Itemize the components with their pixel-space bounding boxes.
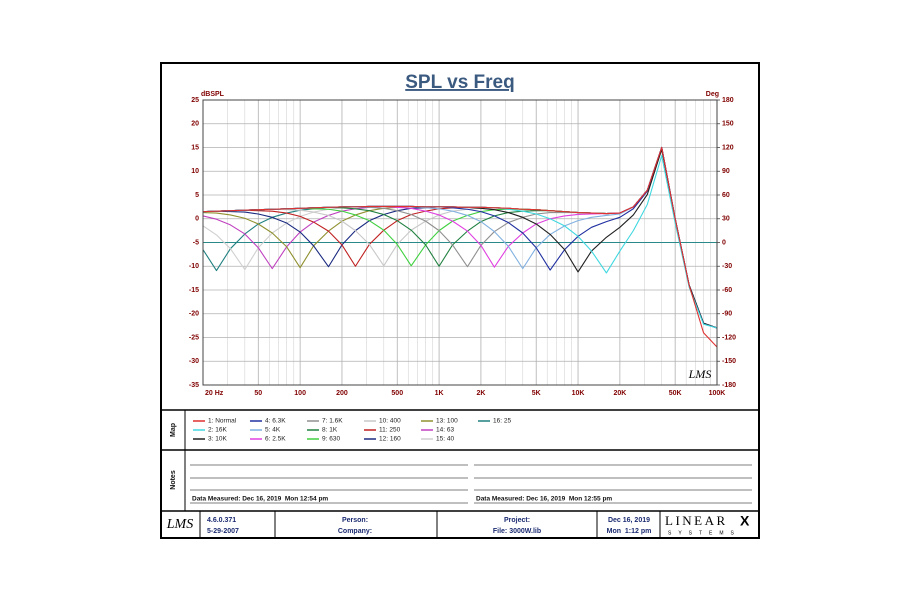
y-tick-label: -35	[189, 382, 199, 389]
footer-brand-sub: SYSTEMS	[668, 530, 741, 536]
y2-axis-label: Deg	[706, 91, 719, 98]
x-tick-label: 2K	[476, 390, 485, 397]
legend-label: 15: 40	[436, 436, 454, 443]
footer-brand: LINEAR	[665, 513, 728, 528]
y-tick-label: -25	[189, 334, 199, 341]
watermark: LMS	[688, 367, 712, 381]
y-axis-label: dBSPL	[201, 91, 225, 98]
footer-file: File: 3000W.lib	[493, 528, 541, 535]
legend-label: 9: 630	[322, 436, 340, 443]
x-tick-label: 20K	[613, 390, 626, 397]
x-tick-label: 20 Hz	[205, 390, 224, 397]
note-text: Data Measured: Dec 16, 2019 Mon 12:54 pm	[192, 496, 328, 503]
footer-logo: LMS	[166, 517, 193, 532]
y2-tick-label: 120	[722, 144, 734, 151]
y-tick-label: 10	[191, 168, 199, 175]
y-tick-label: 5	[195, 192, 199, 199]
legend: 1: Normal 2: 16K 3: 10K 4: 6.3K 5: 4K 6: 2.5K…	[193, 418, 511, 443]
chart-title: SPL vs Freq	[405, 72, 514, 93]
y-tick-label: 20	[191, 121, 199, 128]
y2-tick-label: -150	[722, 358, 736, 365]
footer-company: Company:	[338, 528, 372, 535]
footer-build-date: 5-29-2007	[207, 528, 239, 535]
footer-brand-mark: X	[740, 513, 750, 529]
footer-version: 4.6.0.371	[207, 517, 236, 524]
legend-label: 14: 63	[436, 427, 454, 434]
x-tick-label: 50	[254, 390, 262, 397]
y-tick-label: -30	[189, 358, 199, 365]
y2-tick-label: -120	[722, 334, 736, 341]
y-tick-label: -20	[189, 311, 199, 318]
y2-tick-label: -90	[722, 311, 732, 318]
legend-label: 16: 25	[493, 418, 511, 425]
x-tick-label: 100	[294, 390, 306, 397]
y2-tick-label: 60	[722, 192, 730, 199]
y-tick-label: 25	[191, 97, 199, 104]
plot-border	[202, 99, 718, 386]
y2-tick-label: -30	[722, 263, 732, 270]
x-tick-label: 1K	[435, 390, 444, 397]
legend-label: 12: 160	[379, 436, 401, 443]
y2-tick-label: -60	[722, 287, 732, 294]
y-tick-label: -10	[189, 263, 199, 270]
legend-label: 4: 6.3K	[265, 418, 286, 425]
footer-person: Person:	[342, 517, 368, 524]
x-tick-label: 100K	[709, 390, 726, 397]
legend-label: 6: 2.5K	[265, 436, 286, 443]
x-tick-label: 10K	[572, 390, 585, 397]
plot-lines	[203, 146, 717, 348]
legend-label: 13: 100	[436, 418, 458, 425]
y-tick-label: 0	[195, 216, 199, 223]
y-tick-label: -5	[193, 239, 199, 246]
note-lines	[190, 464, 752, 504]
y2-tick-label: 0	[722, 239, 726, 246]
x-tick-label: 200	[336, 390, 348, 397]
footer-project: Project:	[504, 517, 530, 524]
y2-tick-label: 90	[722, 168, 730, 175]
legend-label: 11: 250	[379, 427, 401, 434]
legend-label: 3: 10K	[208, 436, 227, 443]
legend-label: 7: 1.6K	[322, 418, 343, 425]
map-label: Map	[170, 423, 177, 437]
y2-tick-label: 30	[722, 216, 730, 223]
y2-tick-label: -180	[722, 382, 736, 389]
y-tick-label: -15	[189, 287, 199, 294]
x-tick-label: 50K	[669, 390, 682, 397]
y-tick-label: 15	[191, 144, 199, 151]
legend-label: 5: 4K	[265, 427, 281, 434]
x-tick-label: 500	[391, 390, 403, 397]
legend-label: 8: 1K	[322, 427, 338, 434]
footer-dividers	[199, 511, 661, 538]
note-text: Data Measured: Dec 16, 2019 Mon 12:55 pm	[476, 496, 612, 503]
legend-label: 10: 400	[379, 418, 401, 425]
frame	[160, 62, 760, 539]
footer-date: Dec 16, 2019	[608, 517, 650, 524]
legend-label: 2: 16K	[208, 427, 227, 434]
footer-time: Mon 1:12 pm	[607, 528, 652, 535]
series-line	[203, 146, 717, 348]
notes-label: Notes	[170, 470, 177, 490]
legend-label: 1: Normal	[208, 418, 237, 425]
x-tick-label: 5K	[532, 390, 541, 397]
y2-tick-label: 180	[722, 97, 734, 104]
y2-tick-label: 150	[722, 121, 734, 128]
